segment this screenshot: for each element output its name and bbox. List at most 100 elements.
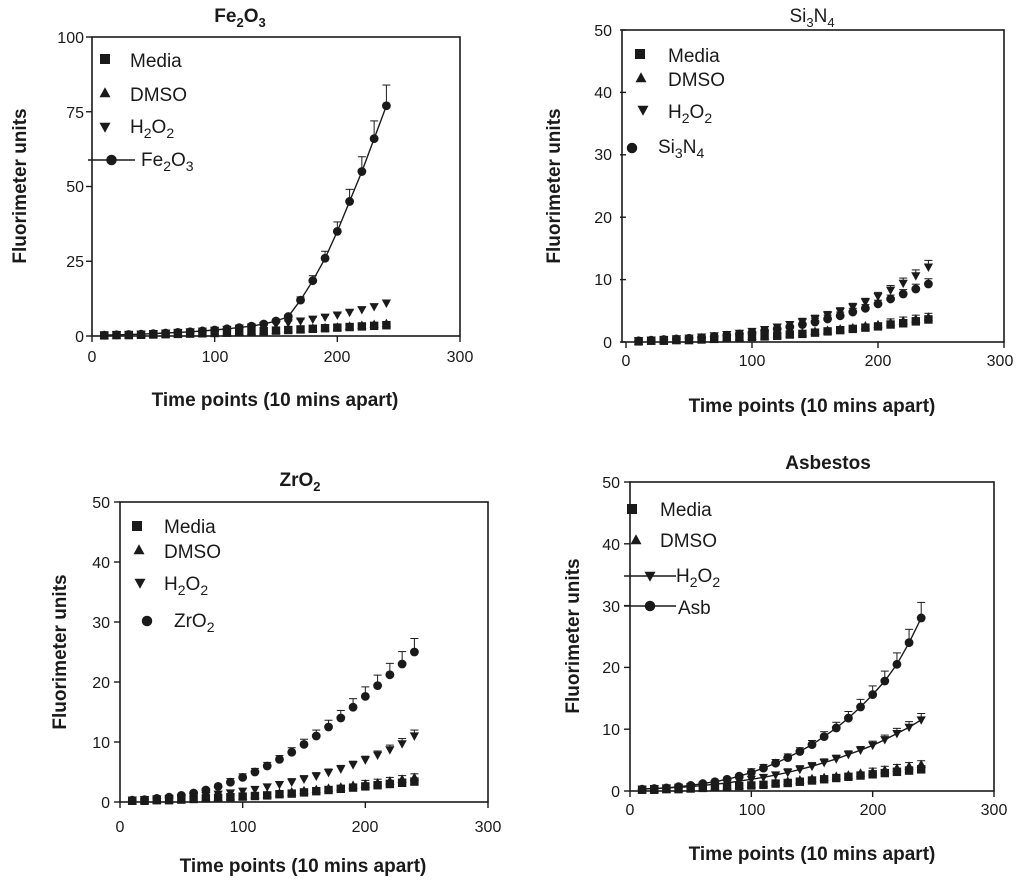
y-axis-label: Fluorimeter units [563,558,584,713]
data-point [904,766,914,775]
data-point [148,329,158,339]
data-point [136,329,146,339]
legend-label-zro2: ZrO2 [174,611,215,635]
data-point [770,771,781,780]
data-point [873,292,883,302]
data-point [311,784,321,793]
x-axis-label: Time points (10 mins apart) [689,396,936,417]
data-point [810,326,820,335]
data-point [344,308,355,318]
data-point [646,335,656,345]
data-point [274,781,285,790]
data-point [722,330,732,340]
data-point [320,253,330,263]
series-h2o2 [633,259,934,346]
data-point [299,775,309,785]
panel-si3n4: Si3N4 Fluorimeter units Time points (10 … [544,6,1013,417]
data-point [185,327,195,337]
data-point [747,328,757,338]
data-point [344,321,355,330]
data-point [892,767,902,777]
data-point [275,754,284,764]
data-point [856,702,865,712]
data-point [807,773,817,783]
data-point [916,716,926,725]
data-point [898,289,908,299]
data-point [295,317,306,326]
data-point [311,731,321,741]
y-tick-labels: 0 10 20 30 40 50 [594,23,612,352]
data-point [923,279,933,289]
data-point [722,774,732,784]
y-tick-label: 75 [66,105,84,122]
data-point [916,613,926,623]
y-axis-label: Fluorimeter units [50,574,71,729]
data-point [823,314,833,324]
data-point [819,759,829,768]
data-point [287,747,297,757]
x-tick-label: 300 [447,349,474,366]
plot-frame [629,481,995,792]
x-tick-label: 100 [202,349,229,366]
data-point [357,306,367,315]
legend-marker [635,49,645,59]
plot-area [114,501,489,808]
data-point [247,321,256,331]
data-point [904,761,914,770]
data-point [409,647,419,657]
legend-marker [644,600,656,612]
data-point [873,299,883,309]
x-tick-labels: 0 100 200 300 [116,819,502,836]
y-tick-label: 20 [602,660,620,677]
data-point [785,322,795,332]
legend-marker [99,87,111,98]
y-axis-label: Fluorimeter units [10,108,31,263]
y-tick-label: 10 [92,735,110,752]
data-point [381,101,391,111]
data-point [868,690,878,700]
data-point [917,765,926,774]
data-point [873,319,883,329]
data-point [911,314,921,323]
data-point [684,333,694,343]
legend-label-h2o2: H2O2 [130,117,174,141]
data-point [372,751,383,761]
y-axis-label: Fluorimeter units [544,108,565,263]
data-point [898,279,908,289]
data-point [164,792,174,802]
data-point [880,736,890,745]
data-point [835,311,845,321]
data-point [238,772,248,782]
data-point [308,276,318,286]
data-point [397,740,407,749]
legend-label-h2o2: H2O2 [668,102,712,126]
data-point [892,659,902,669]
legend-marker [627,504,637,514]
y-tick-label: 0 [611,784,620,801]
y-tick-label: 20 [594,210,612,227]
data-point [860,320,871,330]
data-point [819,772,829,781]
data-point [892,763,902,772]
data-point [320,313,330,322]
data-point [697,333,707,343]
data-point [746,775,756,785]
legend-marker [134,578,146,589]
data-point [807,740,817,750]
data-point [324,722,333,732]
legend-marker [99,122,111,133]
legend: Media DMSO H2O2 Fe2O3 [130,51,194,174]
data-point [409,732,420,741]
data-point [880,765,890,774]
data-point [410,777,419,786]
panel-zro2: ZrO2 Fluorimeter units Time points (10 m… [50,470,501,877]
data-point [397,778,407,787]
data-point [369,134,379,144]
series-si3n4 [634,278,933,346]
y-tick-label: 100 [57,30,84,47]
data-point [880,676,890,686]
data-point [783,753,793,763]
data-point [372,777,383,787]
data-point [360,756,370,765]
